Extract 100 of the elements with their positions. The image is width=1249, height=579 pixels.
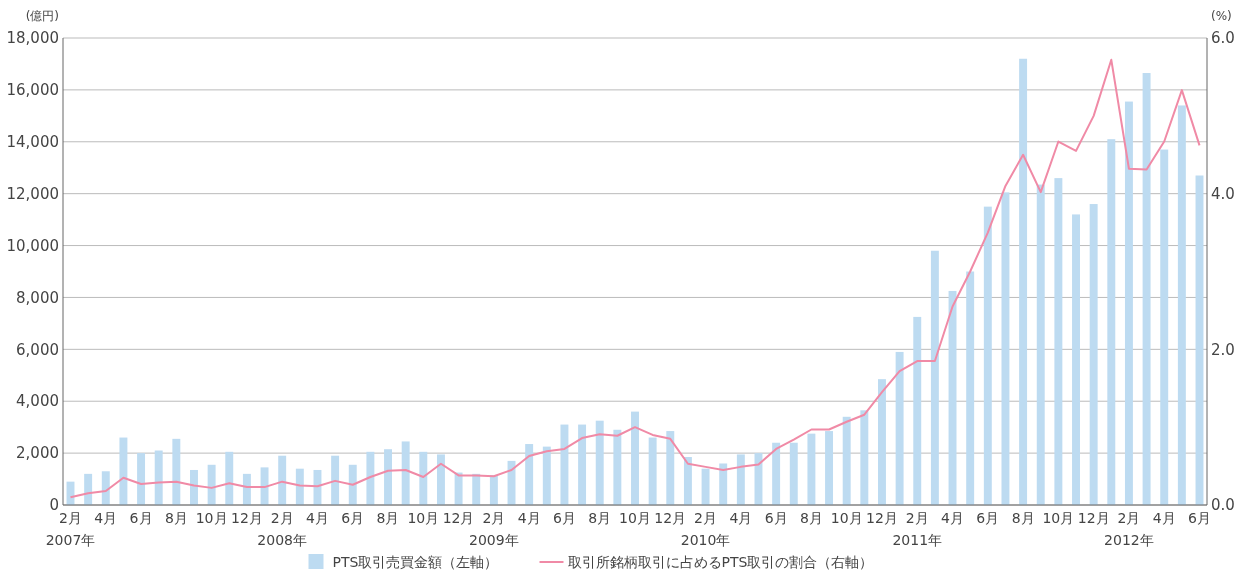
y2-tick-label: 0.0: [1211, 496, 1235, 515]
bar: [930, 250, 939, 505]
y-tick-label: 4,000: [16, 392, 59, 411]
bar: [1177, 105, 1186, 505]
bar: [825, 431, 834, 505]
x-tick-label: 6月: [129, 510, 153, 526]
bar: [525, 444, 534, 505]
x-tick-label: 10月: [830, 510, 863, 526]
bar: [225, 451, 234, 505]
bar: [860, 410, 869, 505]
bar: [913, 316, 922, 505]
x-tick-label: 4月: [306, 510, 329, 526]
bar: [190, 469, 198, 505]
bar: [631, 411, 639, 505]
bar: [348, 464, 357, 505]
y-axis-title: (億円): [25, 9, 59, 23]
bar: [1001, 192, 1010, 505]
x-tick-label: 4月: [1152, 510, 1176, 526]
legend-label: 取引所銘柄取引に占めるPTS取引の割合（右軸）: [567, 554, 874, 570]
bar: [401, 441, 410, 505]
bar: [172, 438, 181, 505]
bar: [666, 431, 675, 505]
bar: [436, 454, 445, 505]
bar: [701, 468, 710, 505]
x-tick-label: 6月: [552, 510, 576, 526]
y-tick-label: 12,000: [6, 184, 59, 203]
x-tick-label: 10月: [619, 510, 651, 526]
bar: [719, 463, 728, 505]
x-tick-label: 6月: [341, 510, 365, 526]
y-tick-label: 6,000: [16, 340, 59, 359]
x-tick-label: 8月: [1011, 510, 1035, 526]
y-tick-label: 14,000: [6, 133, 59, 152]
bar: [384, 449, 392, 505]
bar: [1072, 214, 1080, 505]
bar: [578, 424, 587, 505]
bar: [313, 469, 322, 505]
bar: [948, 290, 957, 505]
x-tick-label: 8月: [376, 510, 400, 526]
bar: [207, 464, 216, 505]
bar: [1107, 139, 1116, 505]
bar: [366, 451, 375, 505]
x-tick-label: 10月: [195, 510, 228, 526]
bar: [419, 451, 428, 505]
bar: [842, 416, 851, 505]
bar: [560, 424, 569, 505]
y-tick-label: 10,000: [6, 236, 59, 255]
bar: [1019, 58, 1028, 505]
bar: [1054, 178, 1063, 505]
bar: [613, 429, 622, 505]
y-tick-label: 16,000: [6, 81, 59, 100]
y2-tick-label: 2.0: [1211, 340, 1235, 359]
x-tick-label: 6月: [764, 510, 788, 526]
x-tick-label: 4月: [94, 510, 118, 526]
bar: [966, 271, 975, 505]
bar: [1142, 73, 1151, 505]
y2-axis-title: (%): [1211, 9, 1232, 23]
bar: [736, 454, 745, 505]
bar: [101, 471, 110, 505]
bar: [1089, 204, 1098, 505]
bar: [648, 437, 657, 505]
y-tick-label: 8,000: [16, 288, 59, 307]
x-tick-label: 10月: [407, 510, 440, 526]
bar: [895, 351, 904, 505]
x-tick-label: 8月: [799, 510, 823, 526]
bar: [789, 442, 798, 505]
bar: [595, 420, 604, 505]
bar: [1036, 184, 1045, 505]
bar: [137, 453, 146, 505]
bar: [472, 473, 481, 505]
bar: [542, 446, 551, 505]
bar: [278, 455, 287, 505]
x-tick-label: 12月: [442, 510, 475, 526]
x-tick-label: 4月: [941, 510, 964, 526]
y2-tick-label: 4.0: [1211, 184, 1235, 203]
x-tick-label: 8月: [588, 510, 612, 526]
x-tick-label: 8月: [164, 510, 188, 526]
bar: [84, 473, 93, 505]
bar: [683, 457, 692, 505]
bar: [119, 437, 128, 505]
x-tick-label: 6月: [1188, 510, 1211, 526]
y-tick-label: 18,000: [6, 29, 59, 48]
bar: [1160, 149, 1169, 505]
legend-label: PTS取引売買金額（左軸）: [332, 554, 499, 570]
bar: [772, 442, 781, 505]
bar: [154, 450, 163, 505]
x-tick-label: 6月: [976, 510, 1000, 526]
bar: [454, 472, 463, 505]
bar: [331, 455, 340, 505]
bar: [878, 379, 886, 505]
bar: [1124, 101, 1133, 505]
x-tick-label: 4月: [517, 510, 541, 526]
bar: [242, 473, 251, 505]
line-series: [69, 58, 1201, 499]
bar: [260, 467, 269, 505]
x-tick-label: 4月: [729, 510, 753, 526]
y-tick-label: 2,000: [16, 444, 59, 463]
bar: [983, 206, 992, 505]
bar: [807, 433, 816, 505]
y2-tick-label: 6.0: [1211, 29, 1235, 48]
bar: [489, 475, 498, 505]
